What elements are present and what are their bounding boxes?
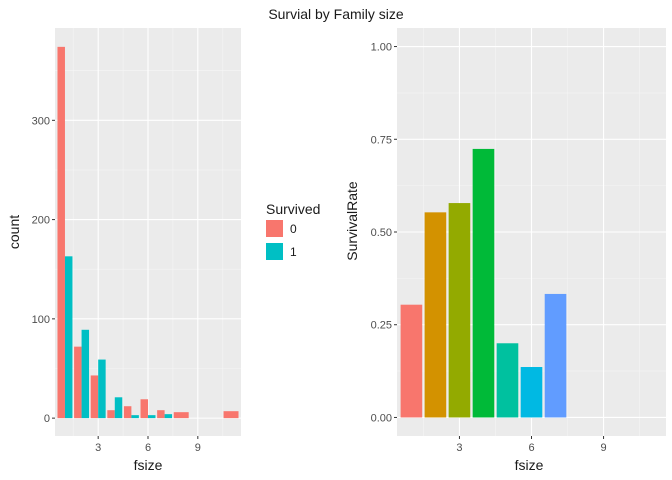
legend-label-0: 0 xyxy=(290,222,297,236)
count-y-ticks: 0 100 200 300 xyxy=(32,115,55,425)
survival-rate-bar xyxy=(472,148,495,418)
count-bar-survived-1 xyxy=(164,414,173,419)
survival-rate-bar xyxy=(448,203,471,418)
survival-rate-x-tick-label: 3 xyxy=(456,442,462,454)
legend-title: Survived xyxy=(266,201,320,217)
count-bar-survived-0 xyxy=(223,411,239,419)
count-bar-survived-1 xyxy=(64,256,73,419)
count-x-tick-label: 3 xyxy=(95,442,101,454)
survival-rate-bar xyxy=(496,343,519,418)
survival-rate-x-tick-label: 9 xyxy=(600,442,606,454)
count-bar-survived-1 xyxy=(81,329,90,419)
count-x-tick-label: 9 xyxy=(195,442,201,454)
legend-key-0 xyxy=(266,220,283,237)
count-y-tick-label: 100 xyxy=(32,314,50,326)
survival-rate-y-axis-title: SurvivalRate xyxy=(344,181,360,261)
count-y-tick-label: 300 xyxy=(32,115,50,127)
count-bar-survived-1 xyxy=(131,415,139,419)
count-y-axis-title: count xyxy=(6,215,22,249)
count-gridlines xyxy=(55,28,241,436)
survival-rate-chart: 0.00 0.25 0.50 0.75 1.00 3 6 9 fsize SurvivalR… xyxy=(344,28,666,473)
count-bar-survived-0 xyxy=(157,410,165,419)
count-bar-survived-0 xyxy=(90,375,99,419)
count-bar-survived-0 xyxy=(123,406,132,419)
survival-rate-bar xyxy=(520,367,543,418)
survival-rate-bar xyxy=(400,304,423,418)
figure-title: Survial by Family size xyxy=(268,6,404,22)
count-x-axis-title: fsize xyxy=(134,457,163,473)
survival-rate-bars xyxy=(400,148,567,418)
count-x-tick-label: 6 xyxy=(145,442,151,454)
count-bar-survived-0 xyxy=(173,412,189,419)
survival-rate-y-tick-label: 0.25 xyxy=(371,320,392,332)
count-bar-survived-1 xyxy=(148,415,156,419)
legend-key-1 xyxy=(266,243,283,260)
count-bars xyxy=(57,46,239,419)
count-bar-survived-0 xyxy=(57,46,65,419)
survival-rate-y-tick-label: 0.75 xyxy=(371,134,392,146)
count-bar-survived-0 xyxy=(140,399,148,419)
survival-rate-y-ticks: 0.00 0.25 0.50 0.75 1.00 xyxy=(371,42,397,424)
count-y-tick-label: 0 xyxy=(44,413,50,425)
count-x-ticks: 3 6 9 xyxy=(95,436,201,454)
survival-rate-bar xyxy=(544,293,567,418)
survival-rate-x-ticks: 3 6 9 xyxy=(456,436,607,454)
legend: Survived 0 1 xyxy=(266,201,320,260)
survival-rate-x-axis-title: fsize xyxy=(515,457,544,473)
survival-rate-y-tick-label: 0.00 xyxy=(371,412,392,424)
legend-label-1: 1 xyxy=(290,245,297,259)
survival-rate-y-tick-label: 0.50 xyxy=(371,227,392,239)
count-y-tick-label: 200 xyxy=(32,215,50,227)
survival-rate-bar xyxy=(424,212,447,418)
count-bar-survived-0 xyxy=(107,410,115,419)
survival-rate-x-tick-label: 6 xyxy=(528,442,534,454)
count-bar-survived-0 xyxy=(74,346,82,419)
count-chart: 0 100 200 300 3 6 9 fsize count xyxy=(6,28,241,473)
count-bar-survived-1 xyxy=(98,359,106,419)
count-bar-survived-1 xyxy=(114,397,123,419)
survival-rate-y-tick-label: 1.00 xyxy=(371,42,392,54)
